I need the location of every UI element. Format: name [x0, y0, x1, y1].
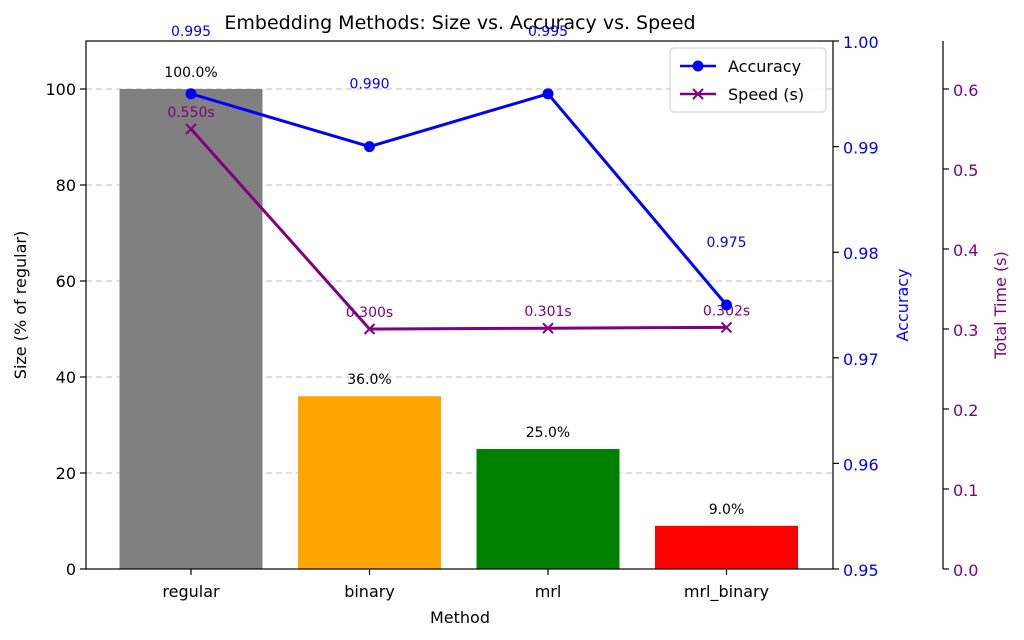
- size-axis: 0 20 40 60 80 100: [45, 80, 86, 579]
- bar-label: 9.0%: [709, 502, 745, 518]
- time-axis-tick-label: 0.6: [953, 81, 978, 100]
- speed-label: 0.300s: [346, 305, 393, 321]
- x-axis-tick-label: mrl_binary: [684, 582, 769, 602]
- time-axis-tick-label: 0.2: [953, 401, 978, 420]
- size-axis-tick-label: 20: [56, 464, 76, 483]
- time-axis: 0.0 0.1 0.2 0.3 0.4 0.5 0.6: [942, 41, 978, 580]
- bars: [119, 89, 798, 569]
- accuracy-axis-tick-label: 0.95: [843, 561, 879, 580]
- time-axis-tick-label: 0.3: [953, 321, 978, 340]
- legend-accuracy-marker: [692, 60, 704, 72]
- accuracy-axis-title: Accuracy: [893, 268, 912, 341]
- accuracy-point: [364, 141, 375, 153]
- speed-point: [720, 321, 733, 334]
- legend-speed-marker: [692, 88, 704, 100]
- speed-point: [363, 323, 376, 335]
- size-axis-title: Size (% of regular): [11, 231, 30, 379]
- accuracy-axis: 0.95 0.96 0.97 0.98 0.99 1.00: [833, 33, 879, 580]
- speed-label: 0.550s: [167, 105, 214, 121]
- plot-frame: [85, 40, 834, 570]
- accuracy-axis-tick-label: 1.00: [843, 33, 879, 52]
- speed-point: [185, 123, 197, 135]
- accuracy-axis-tick-label: 0.96: [843, 455, 879, 474]
- bar-label: 25.0%: [526, 425, 570, 441]
- legend-box: [669, 47, 827, 113]
- accuracy-axis-tick-label: 0.98: [843, 244, 879, 263]
- time-axis-tick-label: 0.1: [953, 481, 978, 500]
- legend-accuracy-label: Accuracy: [728, 57, 801, 76]
- speed-label: 0.301s: [524, 304, 571, 320]
- size-axis-tick-label: 60: [56, 272, 76, 291]
- x-axis-tick-label: binary: [344, 582, 395, 601]
- accuracy-label: 0.995: [528, 24, 568, 40]
- x-axis-tick-label: mrl: [535, 582, 562, 601]
- speed-point: [542, 322, 554, 334]
- x-axis-title: Method: [430, 608, 490, 627]
- bar-mrl: [476, 449, 620, 569]
- speed-label: 0.302s: [703, 303, 750, 319]
- bar-labels: 100.0% 36.0% 25.0% 9.0%: [164, 65, 744, 518]
- legend-speed-label: Speed (s): [728, 85, 804, 104]
- time-axis-title: Total Time (s): [991, 251, 1010, 360]
- size-axis-tick-label: 40: [56, 368, 76, 387]
- time-axis-tick-label: 0.5: [953, 161, 978, 180]
- accuracy-point: [721, 299, 732, 311]
- accuracy-point: [542, 88, 554, 100]
- accuracy-label: 0.975: [706, 235, 746, 251]
- legend: Accuracy Speed (s): [669, 47, 827, 113]
- size-axis-tick-label: 100: [45, 80, 76, 99]
- accuracy-axis-tick-label: 0.99: [843, 139, 879, 158]
- chart-title: Embedding Methods: Size vs. Accuracy vs.…: [224, 12, 695, 34]
- bar-mrl_binary: [655, 525, 798, 569]
- time-axis-tick-label: 0.4: [953, 241, 978, 260]
- bar-binary: [298, 396, 441, 569]
- speed-series: 0.550s 0.300s 0.301s 0.302s: [167, 105, 750, 335]
- accuracy-point: [185, 88, 197, 100]
- accuracy-line: [190, 92, 728, 306]
- accuracy-axis-tick-label: 0.97: [843, 350, 879, 369]
- accuracy-label: 0.990: [349, 77, 389, 93]
- accuracy-series: 0.995 0.990 0.995 0.975: [171, 24, 747, 311]
- x-axis: regular binary mrl mrl_binary: [162, 569, 769, 602]
- time-axis-tick-label: 0.0: [953, 561, 978, 580]
- bar-label: 36.0%: [347, 372, 391, 388]
- bar-label: 100.0%: [164, 65, 217, 81]
- x-axis-tick-label: regular: [162, 582, 220, 601]
- accuracy-label: 0.995: [171, 24, 211, 40]
- size-axis-tick-label: 80: [56, 176, 76, 195]
- bar-regular: [119, 89, 263, 569]
- speed-line: [189, 128, 727, 331]
- size-axis-tick-label: 0: [66, 560, 76, 579]
